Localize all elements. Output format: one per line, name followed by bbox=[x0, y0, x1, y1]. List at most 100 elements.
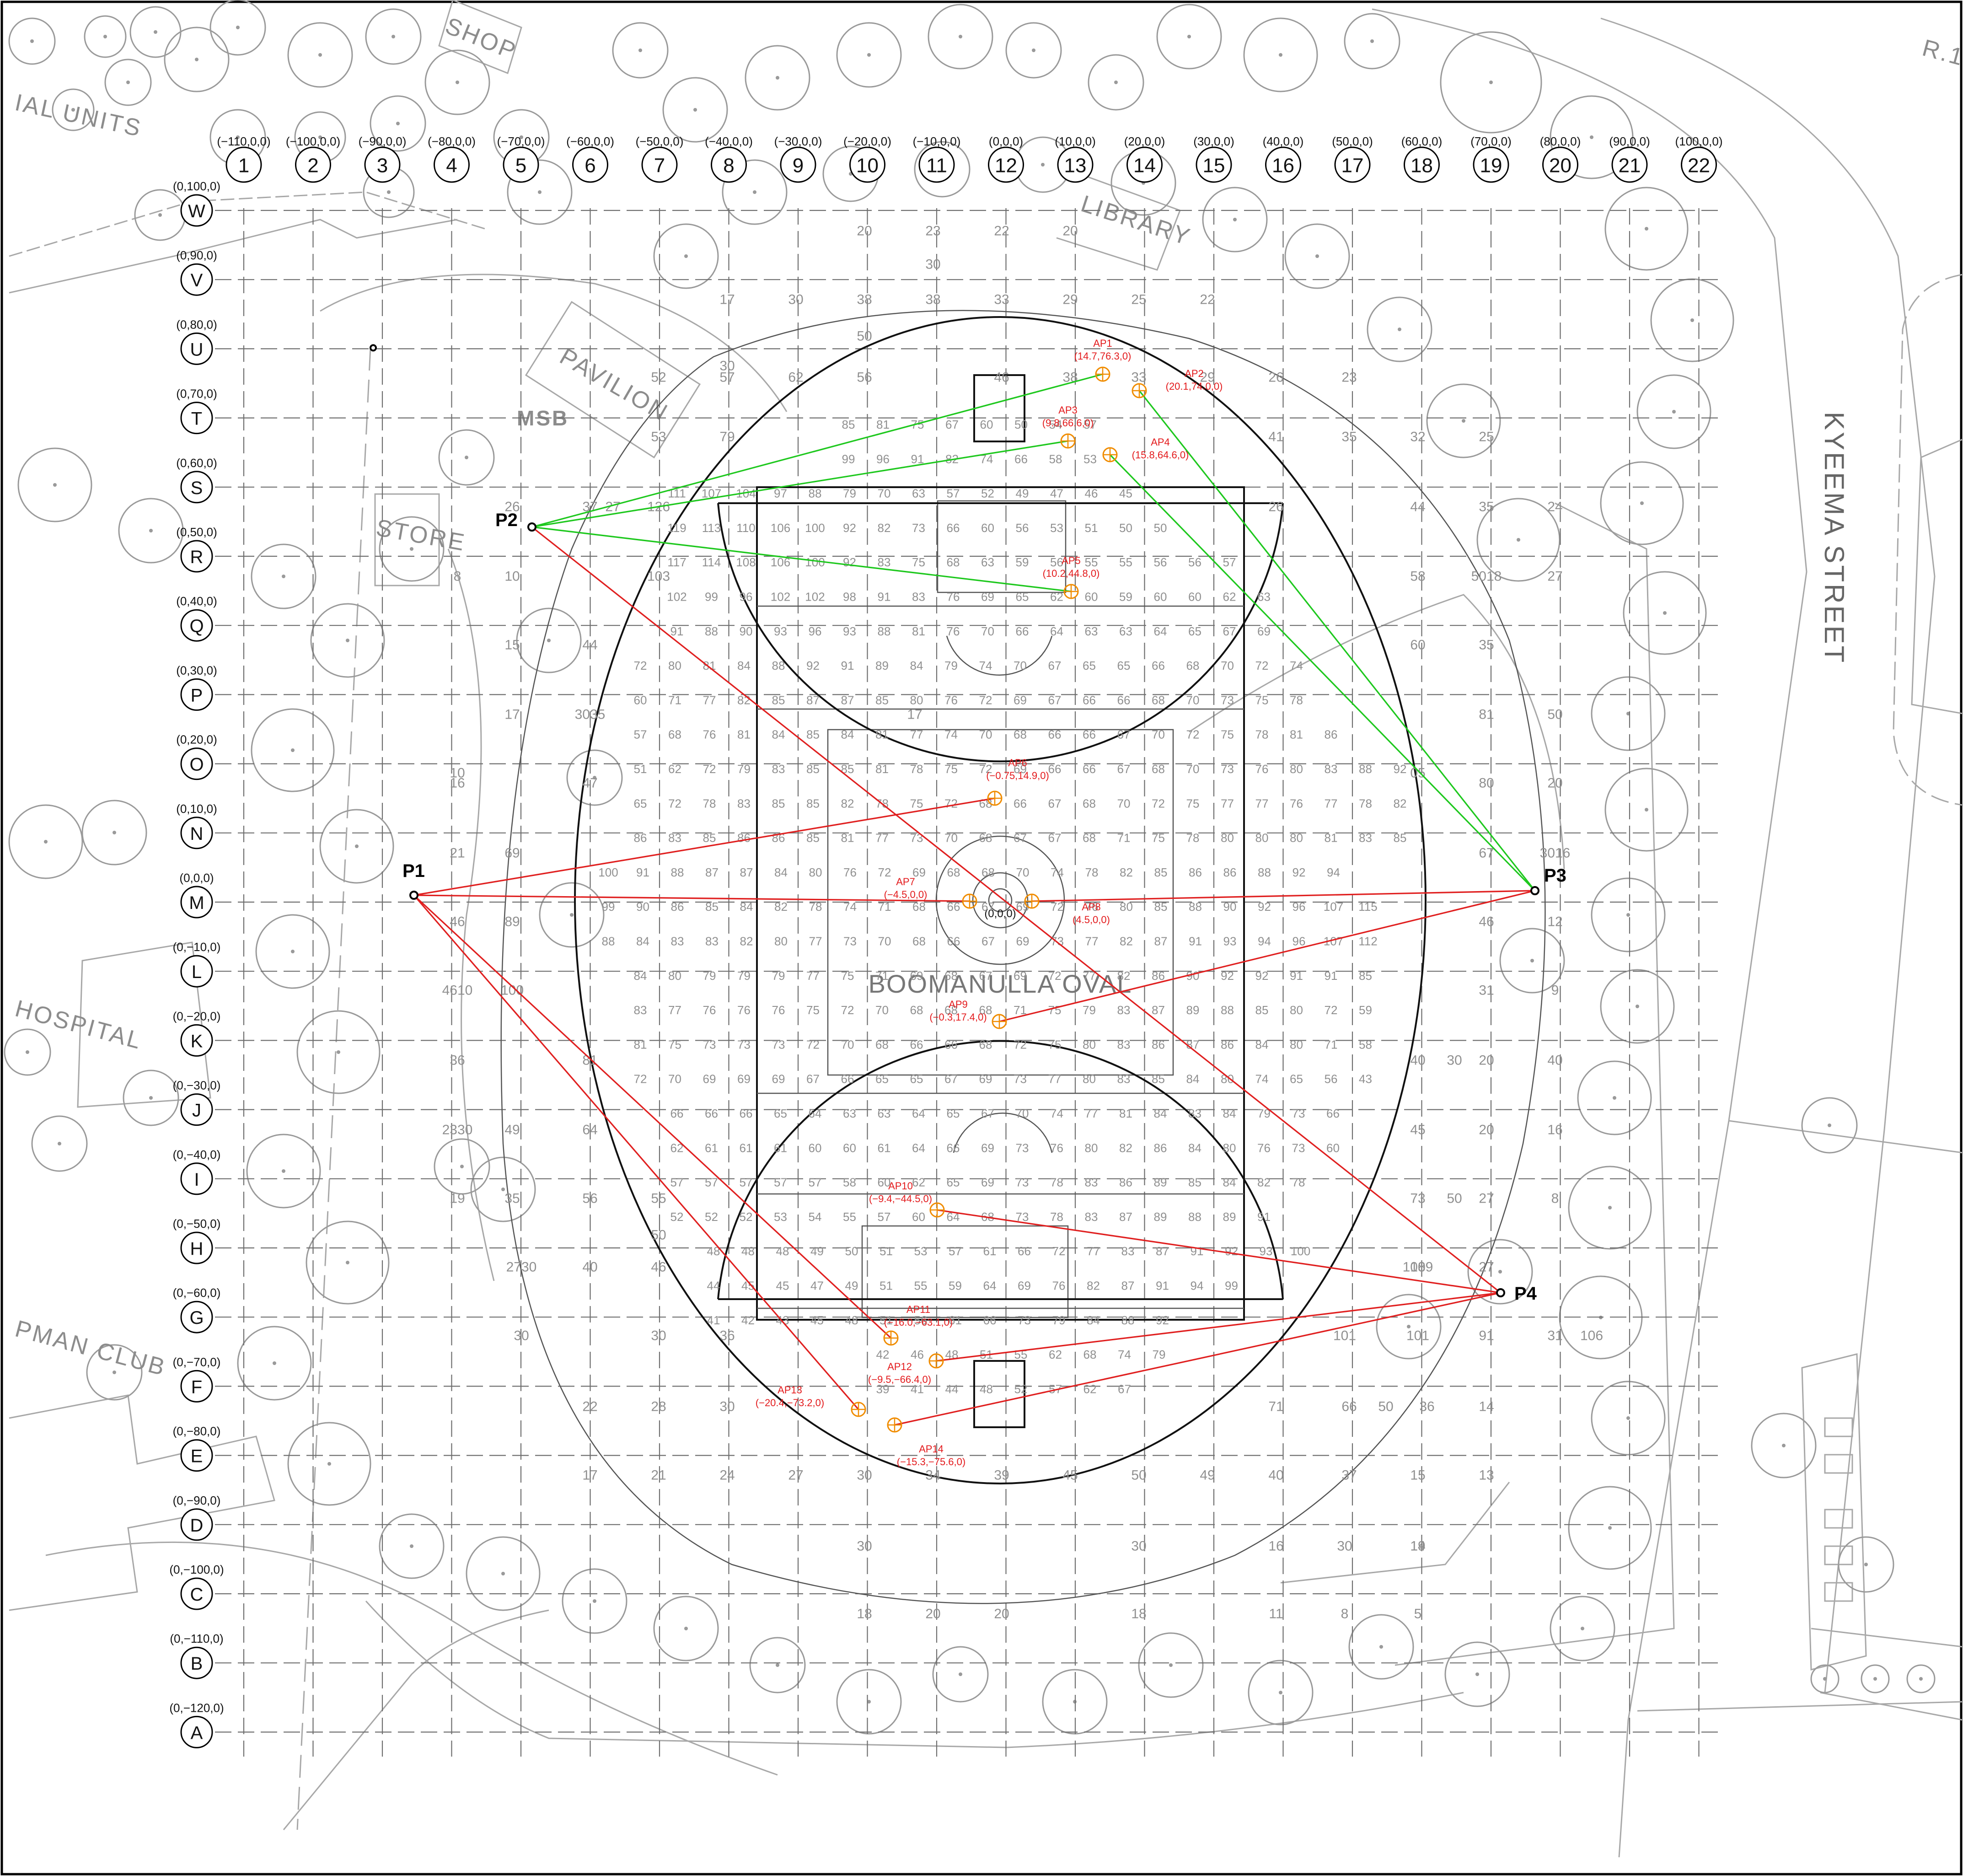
tree-trunk bbox=[1613, 1096, 1616, 1100]
parking-bay bbox=[1824, 1454, 1853, 1474]
spot-level: 108 bbox=[736, 555, 756, 569]
spot-level: 39 bbox=[876, 1382, 890, 1396]
spot-level: 67 bbox=[1117, 728, 1131, 742]
tree-canopy bbox=[1550, 95, 1634, 179]
spot-level: 51 bbox=[880, 1244, 893, 1258]
spot-level: 85 bbox=[806, 728, 820, 742]
survey-point-label: P1 bbox=[402, 861, 425, 881]
grid-column-coord: (−70,0,0) bbox=[497, 134, 545, 148]
tree-canopy bbox=[1005, 22, 1062, 79]
tree-trunk bbox=[1640, 501, 1644, 505]
access-point-id: AP13 bbox=[778, 1384, 802, 1396]
access-point-marker[interactable]: AP12 (−9.5,−66.4,0) bbox=[868, 1353, 944, 1385]
spot-level: 93 bbox=[1223, 935, 1237, 948]
spot-level: 67 bbox=[1118, 1382, 1131, 1396]
access-point-marker[interactable]: AP5 (10.2,44.8,0) bbox=[1043, 555, 1100, 599]
spot-level: 80 bbox=[1290, 1037, 1303, 1051]
tree-trunk bbox=[959, 35, 962, 38]
spot-level: 107 bbox=[1324, 900, 1343, 914]
tree-trunk bbox=[1169, 1663, 1173, 1667]
spot-level: 48 bbox=[980, 1382, 993, 1396]
spot-level: 66 bbox=[1341, 1399, 1357, 1414]
spot-level: 59 bbox=[1016, 555, 1029, 569]
tree-canopy bbox=[379, 1513, 445, 1579]
access-point-marker[interactable]: AP2 (20.1,74.0,0) bbox=[1132, 368, 1223, 398]
survey-point[interactable]: P3 bbox=[1530, 865, 1566, 895]
access-point-id: AP2 bbox=[1185, 368, 1204, 379]
spot-level: 77 bbox=[806, 969, 820, 983]
tree-trunk bbox=[282, 1169, 285, 1173]
access-point-coord: (20.1,74.0,0) bbox=[1166, 381, 1223, 392]
spot-level: 73 bbox=[1016, 1176, 1029, 1189]
path-line bbox=[1811, 1628, 1963, 1648]
tree-trunk bbox=[1645, 227, 1648, 231]
access-point-marker[interactable]: AP1(14.7,76.3,0) bbox=[1074, 338, 1132, 382]
spot-level: 119 bbox=[667, 521, 686, 535]
spot-level: 56 bbox=[1325, 1072, 1338, 1086]
spot-level: 100 bbox=[1291, 1244, 1310, 1258]
tree-canopy bbox=[118, 498, 184, 564]
tree-trunk bbox=[776, 1663, 779, 1667]
spot-level: 68 bbox=[947, 865, 960, 879]
spot-level: 117 bbox=[667, 555, 686, 569]
spot-level: 30 bbox=[857, 1468, 872, 1483]
survey-point[interactable]: P1 bbox=[402, 861, 425, 900]
access-point-marker[interactable]: AP13(−20.4,−73.2,0) bbox=[756, 1384, 866, 1417]
spot-level: 25 bbox=[1479, 430, 1494, 445]
spot-level: 69 bbox=[981, 590, 994, 604]
spot-level: 62 bbox=[1083, 1382, 1097, 1396]
grid-column-bubble bbox=[434, 146, 470, 183]
spot-level: 86 bbox=[1152, 969, 1165, 983]
grid-column-bubble bbox=[503, 146, 539, 183]
oval-name: BOOMANULLA OVAL bbox=[869, 969, 1132, 998]
access-point-marker[interactable]: AP14(−15.3,−75.6,0) bbox=[887, 1417, 965, 1467]
access-point-marker[interactable]: AP6(−0.75,14.9,0) bbox=[986, 757, 1049, 806]
spot-level: 57 bbox=[740, 1176, 753, 1189]
spot-level: 102 bbox=[805, 590, 825, 604]
survey-point[interactable]: P4 bbox=[1496, 1284, 1537, 1304]
tree-canopy bbox=[1367, 296, 1432, 362]
contour bbox=[1280, 1482, 1510, 1584]
grid-row-label: F bbox=[191, 1377, 202, 1397]
spot-level: 76 bbox=[843, 865, 857, 879]
spot-level: 81 bbox=[582, 1053, 597, 1068]
spot-level: 48 bbox=[776, 1244, 789, 1258]
spot-level: 68 bbox=[912, 900, 926, 914]
spot-level: 66 bbox=[1014, 796, 1027, 810]
grid-row-label: Q bbox=[189, 616, 204, 636]
oval-field: BOOMANULLA OVAL (0,0,0) bbox=[500, 310, 1546, 1604]
spot-level: 78 bbox=[1359, 796, 1372, 810]
spot-level: 106 bbox=[1580, 1328, 1603, 1344]
grid-column-label: 16 bbox=[1272, 155, 1294, 177]
tree-canopy bbox=[1476, 498, 1561, 582]
grid-row-coord: (0,−10,0) bbox=[173, 940, 221, 954]
access-point-marker[interactable]: AP10(−9.4,−44.5,0) bbox=[869, 1180, 945, 1218]
spot-level: 35 bbox=[1479, 638, 1494, 653]
spot-level: 68 bbox=[979, 831, 992, 845]
access-point-marker[interactable]: AP9(−0.3,17.4,0) bbox=[929, 999, 1007, 1029]
spot-level: 10 bbox=[504, 569, 520, 584]
spot-level: 78 bbox=[1292, 1176, 1305, 1189]
spot-level: 78 bbox=[1290, 693, 1303, 707]
spot-level: 36 bbox=[1419, 1399, 1434, 1414]
spot-level: 100 bbox=[598, 865, 618, 879]
access-point-marker[interactable]: AP11 (−16.0,−63.1,0) bbox=[883, 1304, 953, 1346]
spot-level: 85 bbox=[841, 762, 854, 776]
setout-line bbox=[296, 347, 371, 1830]
access-point-marker[interactable]: AP8(4.5,0,0) bbox=[1024, 893, 1110, 925]
building-outline bbox=[1056, 173, 1181, 271]
spot-level: 75 bbox=[1221, 728, 1234, 742]
building-outline bbox=[9, 1394, 275, 1611]
contour bbox=[1189, 594, 1565, 870]
survey-point[interactable]: P2 bbox=[495, 510, 536, 532]
grid-column-label: 17 bbox=[1341, 155, 1364, 177]
tree-trunk bbox=[318, 53, 322, 57]
access-point-marker[interactable]: AP3(9.8,66.6,0) bbox=[1042, 404, 1094, 449]
spot-level: 75 bbox=[1186, 796, 1200, 810]
spot-level: 100 bbox=[805, 521, 825, 535]
access-point-marker[interactable]: AP7 (−4.5,0,0) bbox=[884, 876, 977, 909]
spot-level: 68 bbox=[910, 1003, 923, 1017]
spot-level: 80 bbox=[1083, 1072, 1096, 1086]
spot-level: 72 bbox=[841, 1003, 854, 1017]
access-point-marker[interactable]: AP4(15.8,64.6,0) bbox=[1102, 436, 1189, 462]
